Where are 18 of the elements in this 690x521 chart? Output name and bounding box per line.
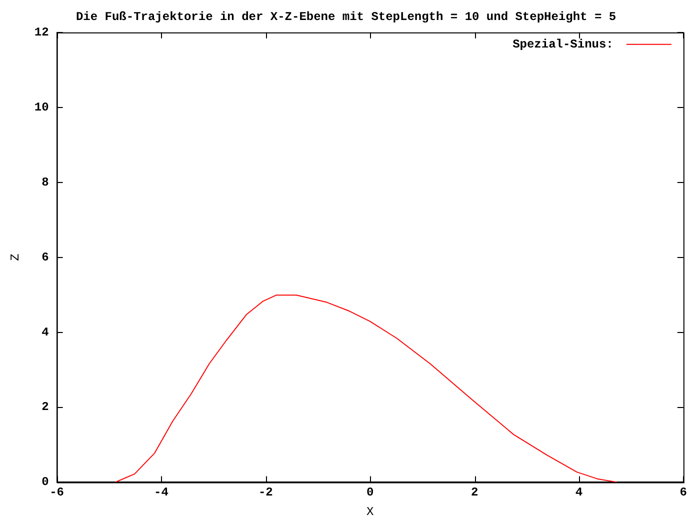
y-tick-label: 6 (42, 250, 49, 264)
x-tick-label: 4 (575, 485, 583, 500)
y-tick-label: 12 (34, 25, 49, 40)
x-tick-label: 0 (366, 485, 374, 500)
y-tick-label: 4 (42, 325, 49, 340)
x-tick-label: 6 (680, 485, 687, 500)
x-tick-label: 2 (470, 485, 478, 500)
y-tick-label: 8 (42, 175, 49, 190)
y-axis-title: Z (8, 254, 22, 261)
y-tick-label: 10 (34, 100, 49, 114)
x-axis-title: X (366, 504, 374, 519)
y-tick-label: 2 (42, 400, 49, 414)
chart-title: Die Fuß-Trajektorie in der X-Z-Ebene mit StepLength = 10 und StepHeight = 5 (76, 10, 616, 24)
x-tick-label: -6 (50, 485, 64, 500)
x-tick-label: -4 (154, 485, 168, 500)
y-tick-label: 0 (42, 475, 49, 490)
x-tick-label: -2 (258, 485, 273, 500)
legend-label: Spezial-Sinus: (512, 37, 614, 52)
